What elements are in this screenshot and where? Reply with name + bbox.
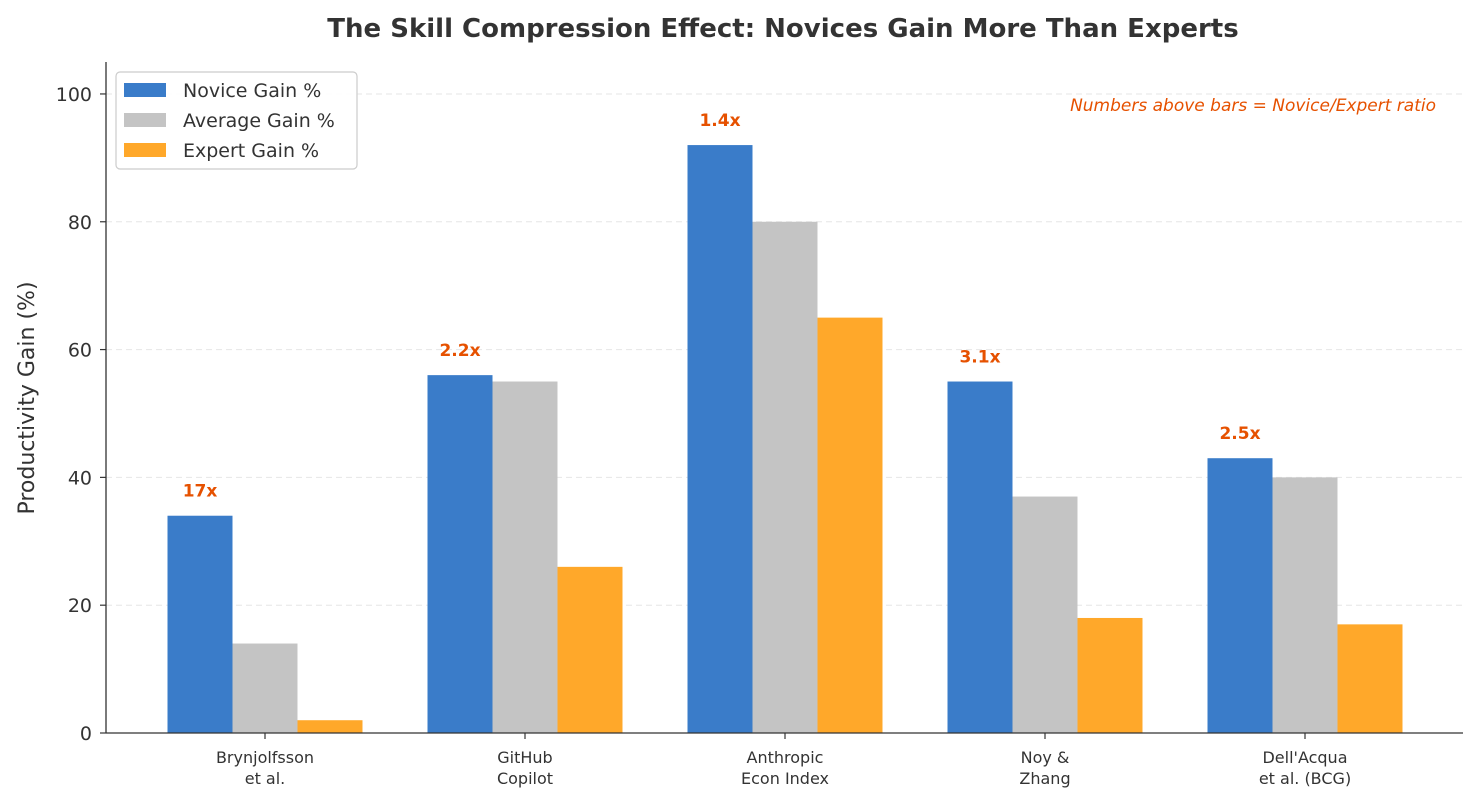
ratio-label: 2.2x [439,341,480,361]
x-tick-label: Copilot [497,769,553,788]
bar-expert [297,720,363,733]
bar-average [752,221,818,733]
legend-box [115,71,358,170]
bar-average [492,381,558,733]
bars [167,145,1403,734]
bar-average [1012,496,1078,733]
x-tick-label: Dell'Acqua [1262,748,1347,767]
bar-expert [557,566,623,733]
ratio-annotation: Numbers above bars = Novice/Expert ratio [1070,96,1436,116]
legend-swatch [124,83,166,97]
x-tick-label: Anthropic [747,748,824,767]
y-tick-label: 20 [68,595,92,617]
x-tick-label: Zhang [1019,769,1070,788]
chart-title: The Skill Compression Effect: Novices Ga… [327,14,1238,44]
ratio-label: 2.5x [1219,424,1260,444]
legend-label: Expert Gain % [183,140,319,162]
legend-swatch [124,143,166,157]
bar-expert [1337,624,1403,733]
bar-novice [947,381,1013,733]
axes: 0 20 40 60 80 100 Brynjolfsson et al. GitHub Copi… [56,62,1463,788]
ratio-label: 17x [183,482,218,502]
bar-novice [1207,458,1273,733]
y-tick-label: 80 [68,212,92,234]
y-tick-label: 0 [80,723,92,745]
bar-novice [687,145,753,734]
x-tick-label: et al. (BCG) [1259,769,1351,788]
ratio-label: 3.1x [959,348,1000,368]
y-tick-label: 60 [68,340,92,362]
y-tick-label: 40 [68,467,92,489]
bar-expert [1077,617,1143,733]
x-tick-label: Brynjolfsson [216,748,314,767]
ratio-label: 1.4x [699,111,740,131]
y-axis-label: Productivity Gain (%) [15,281,40,514]
labels: 17x 2.2x 1.4x 3.1x 2.5x [183,111,1261,502]
legend: Novice Gain % Average Gain % Expert Gain % [115,71,358,170]
bar-average [232,643,298,733]
legend-swatch [124,113,166,127]
bar-novice [427,375,493,733]
x-tick-label: et al. [245,769,286,788]
x-tick-label: Econ Index [741,769,829,788]
bar-expert [817,317,883,733]
bar-novice [167,515,233,733]
bar-average [1272,477,1338,733]
legend-label: Novice Gain % [183,80,321,102]
x-tick-label: GitHub [497,748,552,767]
legend-label: Average Gain % [183,110,335,132]
x-tick-label: Noy & [1021,748,1070,767]
y-tick-label: 100 [56,84,92,106]
